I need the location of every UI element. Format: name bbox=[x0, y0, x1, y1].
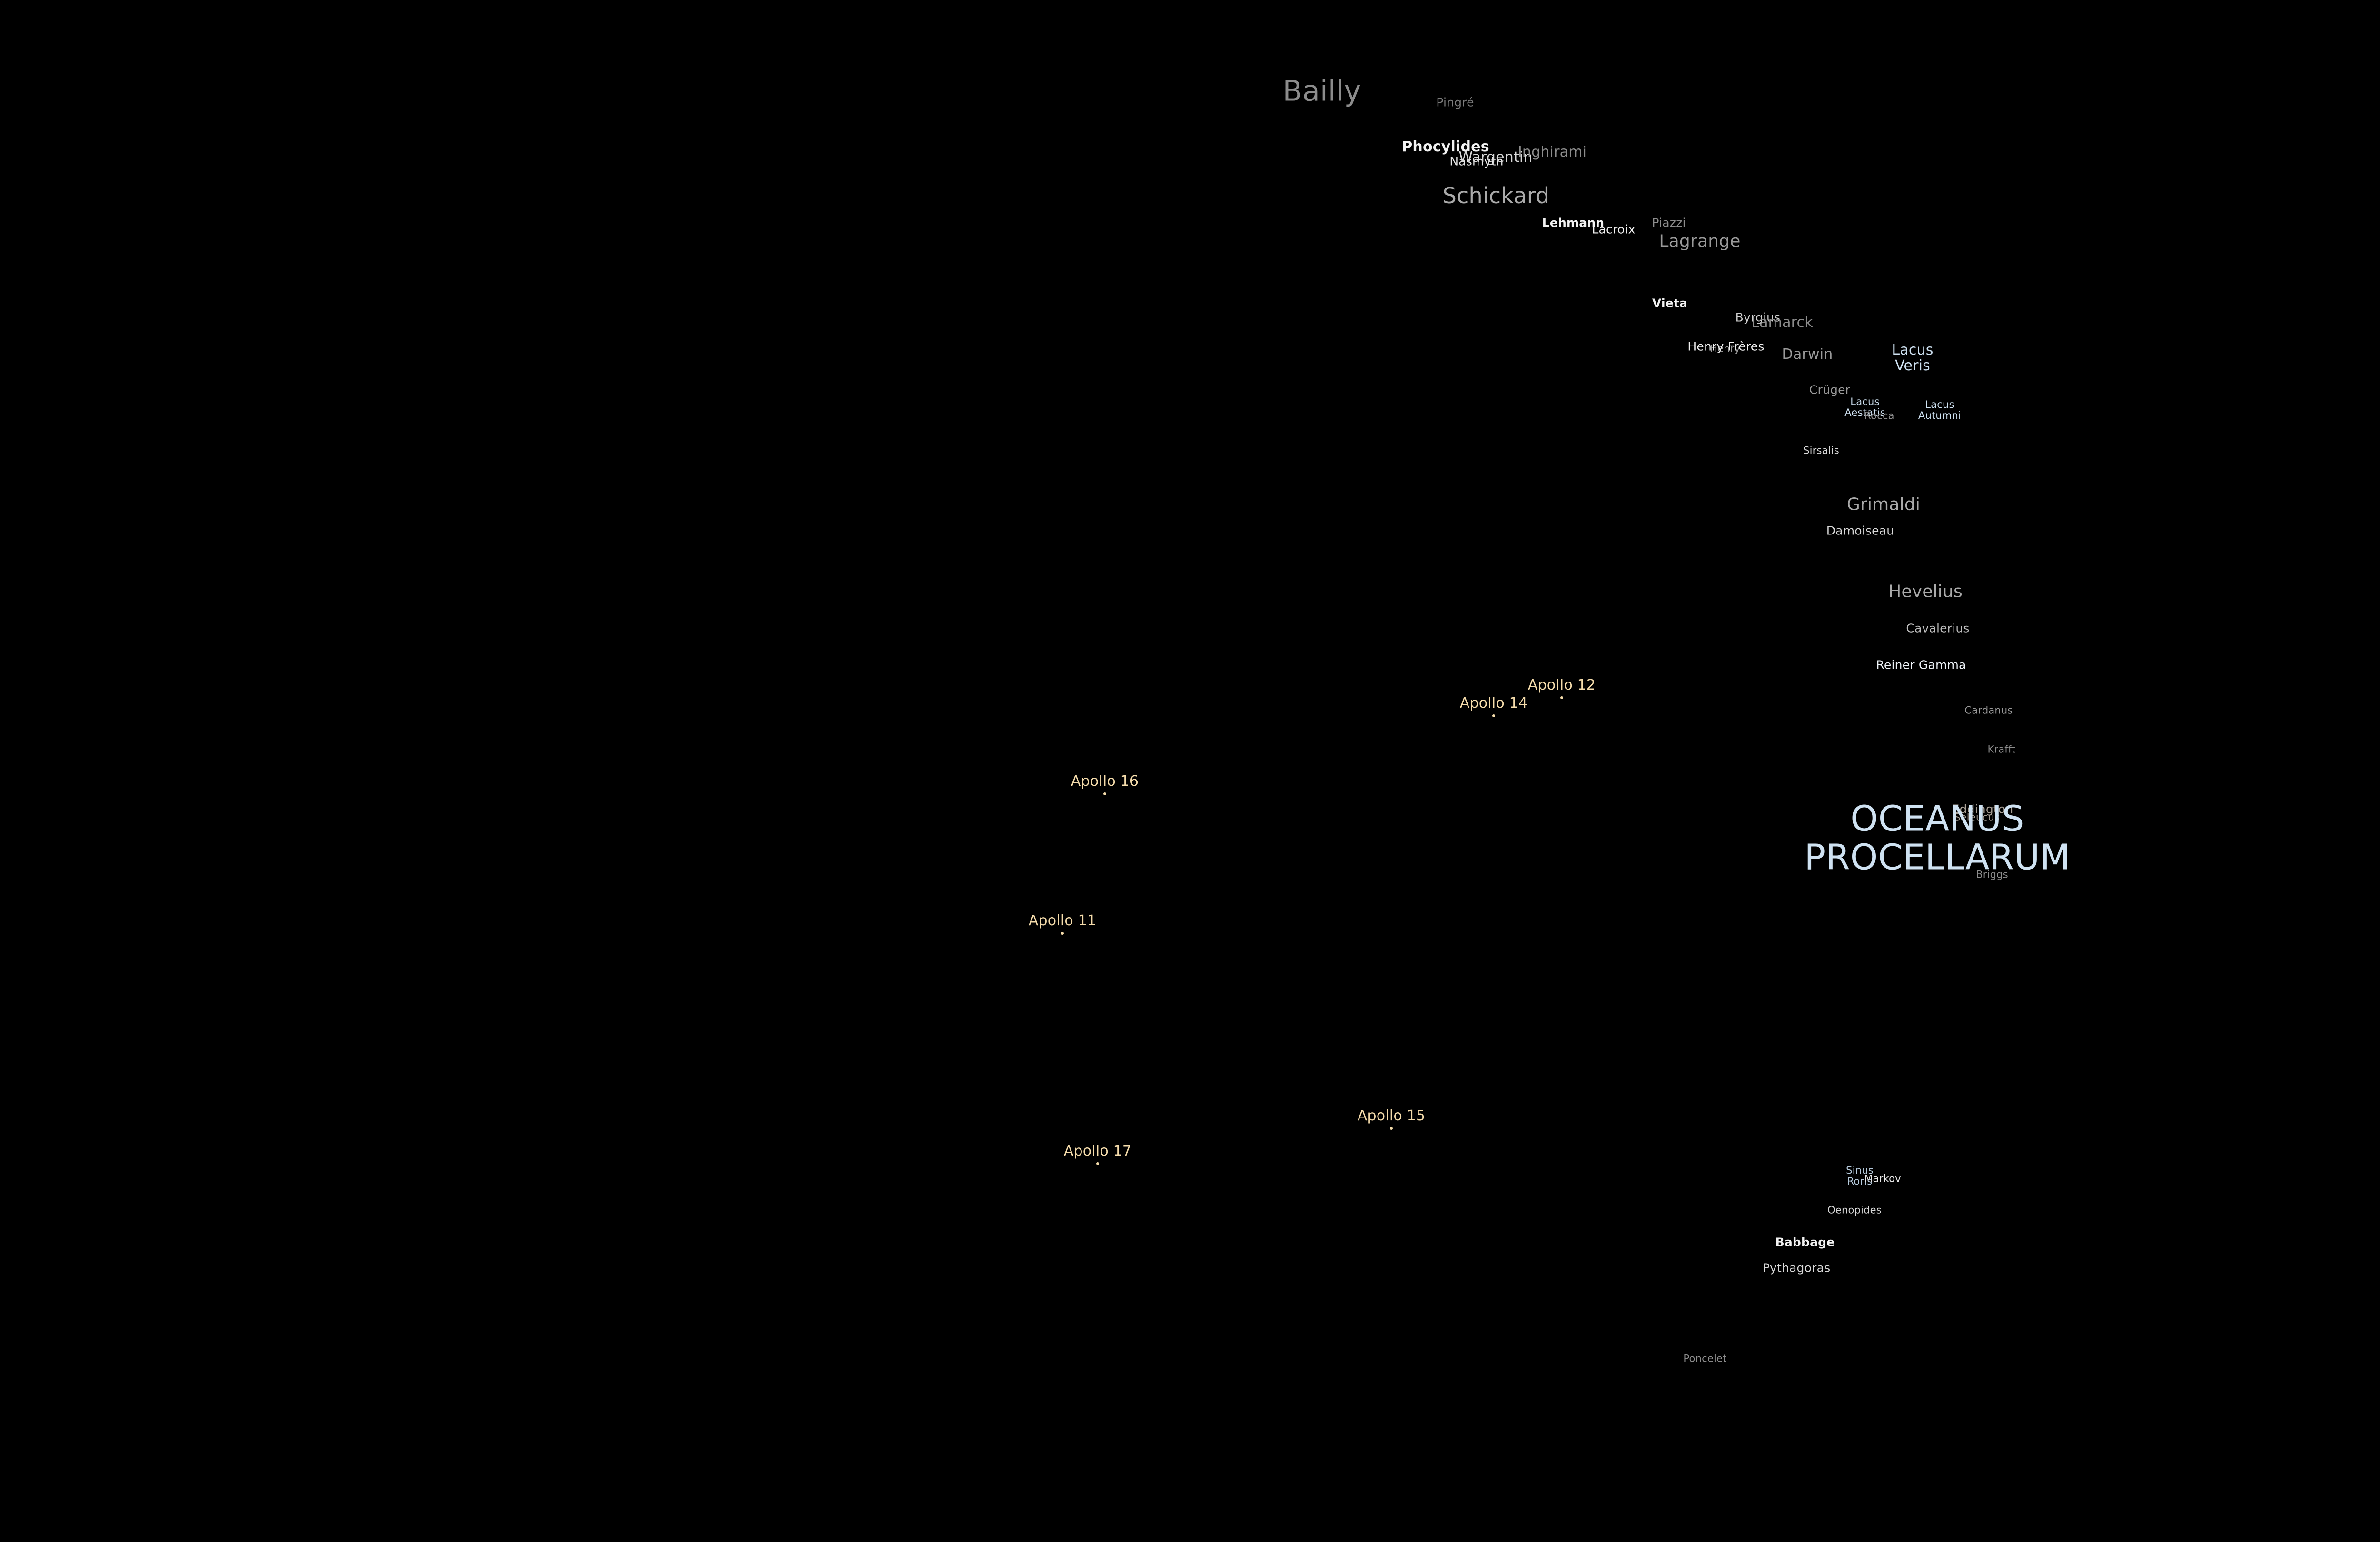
map-label-inghirami[interactable]: Inghirami bbox=[1517, 143, 1587, 160]
map-label-pingre[interactable]: Pingré bbox=[1436, 95, 1474, 109]
map-label-babbage[interactable]: Babbage bbox=[1775, 1235, 1835, 1249]
map-label-apollo-17[interactable]: Apollo 17 bbox=[1063, 1142, 1132, 1159]
map-label-bailly[interactable]: Bailly bbox=[1282, 74, 1361, 108]
map-label-line: OCEANUS bbox=[1850, 798, 2024, 840]
map-label-cavalerius[interactable]: Cavalerius bbox=[1906, 621, 1970, 635]
map-label-line: Lacus bbox=[1850, 395, 1880, 407]
map-label-markov[interactable]: Markov bbox=[1864, 1173, 1901, 1185]
map-label-lacus-aestatis[interactable]: Lacus Aestatis bbox=[1844, 396, 1885, 418]
map-label-pythagoras[interactable]: Pythagoras bbox=[1762, 1261, 1831, 1275]
map-label-cardanus[interactable]: Cardanus bbox=[1964, 704, 2013, 716]
map-label-sinus-roris[interactable]: Sinus Roris bbox=[1846, 1165, 1874, 1187]
map-label-lacus-veris[interactable]: Lacus Veris bbox=[1892, 342, 1933, 374]
landing-site-marker-apollo-16[interactable] bbox=[1103, 792, 1106, 795]
map-label-hevelius[interactable]: Hevelius bbox=[1888, 582, 1963, 602]
map-label-poncelet[interactable]: Poncelet bbox=[1683, 1353, 1727, 1364]
map-label-apollo-14[interactable]: Apollo 14 bbox=[1459, 694, 1528, 712]
map-label-krafft[interactable]: Krafft bbox=[1987, 743, 2016, 755]
map-label-byrgius[interactable]: Byrgius bbox=[1735, 310, 1781, 325]
landing-site-marker-apollo-17[interactable] bbox=[1096, 1162, 1099, 1165]
map-label-line: Autumni bbox=[1918, 410, 1962, 421]
map-label-henry[interactable]: Henry bbox=[1709, 343, 1741, 355]
map-label-sirsalis[interactable]: Sirsalis bbox=[1803, 445, 1839, 456]
map-label-piazzi[interactable]: Piazzi bbox=[1652, 216, 1686, 230]
map-label-apollo-11[interactable]: Apollo 11 bbox=[1028, 912, 1097, 929]
map-label-lamarck[interactable]: Lamarck bbox=[1751, 314, 1813, 331]
map-label-apollo-12[interactable]: Apollo 12 bbox=[1527, 676, 1596, 693]
map-label-lagrange[interactable]: Lagrange bbox=[1659, 231, 1741, 251]
map-label-line: Roris bbox=[1847, 1176, 1873, 1187]
map-label-briggs[interactable]: Briggs bbox=[1976, 869, 2008, 880]
landing-site-marker-apollo-11[interactable] bbox=[1061, 932, 1064, 935]
map-label-vieta[interactable]: Vieta bbox=[1652, 296, 1688, 310]
map-label-apollo-16[interactable]: Apollo 16 bbox=[1071, 772, 1139, 790]
map-label-henry-freres[interactable]: Henry Frères bbox=[1687, 339, 1765, 354]
map-label-seleucus[interactable]: Seleucus bbox=[1954, 811, 2000, 823]
map-label-darwin[interactable]: Darwin bbox=[1782, 346, 1833, 363]
map-label-line: PROCELLARUM bbox=[1804, 837, 2071, 878]
map-label-eddington[interactable]: Eddington bbox=[1952, 802, 2013, 816]
map-label-phocylides[interactable]: Phocylides bbox=[1402, 138, 1489, 155]
map-label-line: Sinus bbox=[1846, 1164, 1874, 1176]
map-label-apollo-15[interactable]: Apollo 15 bbox=[1357, 1107, 1426, 1124]
map-label-rocca[interactable]: Rocca bbox=[1864, 410, 1894, 422]
map-label-line: Lacus bbox=[1892, 342, 1934, 358]
map-label-reiner-gamma[interactable]: Reiner Gamma bbox=[1876, 658, 1966, 672]
map-label-oceanus-procellarum[interactable]: OCEANUS PROCELLARUM bbox=[1804, 800, 2070, 878]
map-label-wargentin[interactable]: Wargentin bbox=[1458, 148, 1533, 166]
map-label-oenopides[interactable]: Oenopides bbox=[1827, 1204, 1882, 1216]
map-label-schickard[interactable]: Schickard bbox=[1442, 183, 1550, 209]
map-label-grimaldi[interactable]: Grimaldi bbox=[1846, 494, 1921, 514]
landing-site-marker-apollo-12[interactable] bbox=[1560, 696, 1563, 699]
map-label-line: Aestatis bbox=[1844, 407, 1885, 418]
map-label-lacroix[interactable]: Lacroix bbox=[1592, 222, 1636, 237]
map-label-nasmyth[interactable]: Nasmyth bbox=[1449, 154, 1504, 168]
map-label-cruger[interactable]: Crüger bbox=[1809, 383, 1851, 397]
map-label-lehmann[interactable]: Lehmann bbox=[1542, 216, 1605, 230]
landing-site-marker-apollo-15[interactable] bbox=[1390, 1127, 1393, 1130]
landing-site-marker-apollo-14[interactable] bbox=[1492, 714, 1495, 717]
map-label-line: Veris bbox=[1895, 357, 1930, 374]
map-label-damoiseau[interactable]: Damoiseau bbox=[1826, 524, 1894, 538]
map-label-line: Lacus bbox=[1925, 398, 1954, 410]
map-label-lacus-autumni[interactable]: Lacus Autumni bbox=[1918, 399, 1961, 421]
